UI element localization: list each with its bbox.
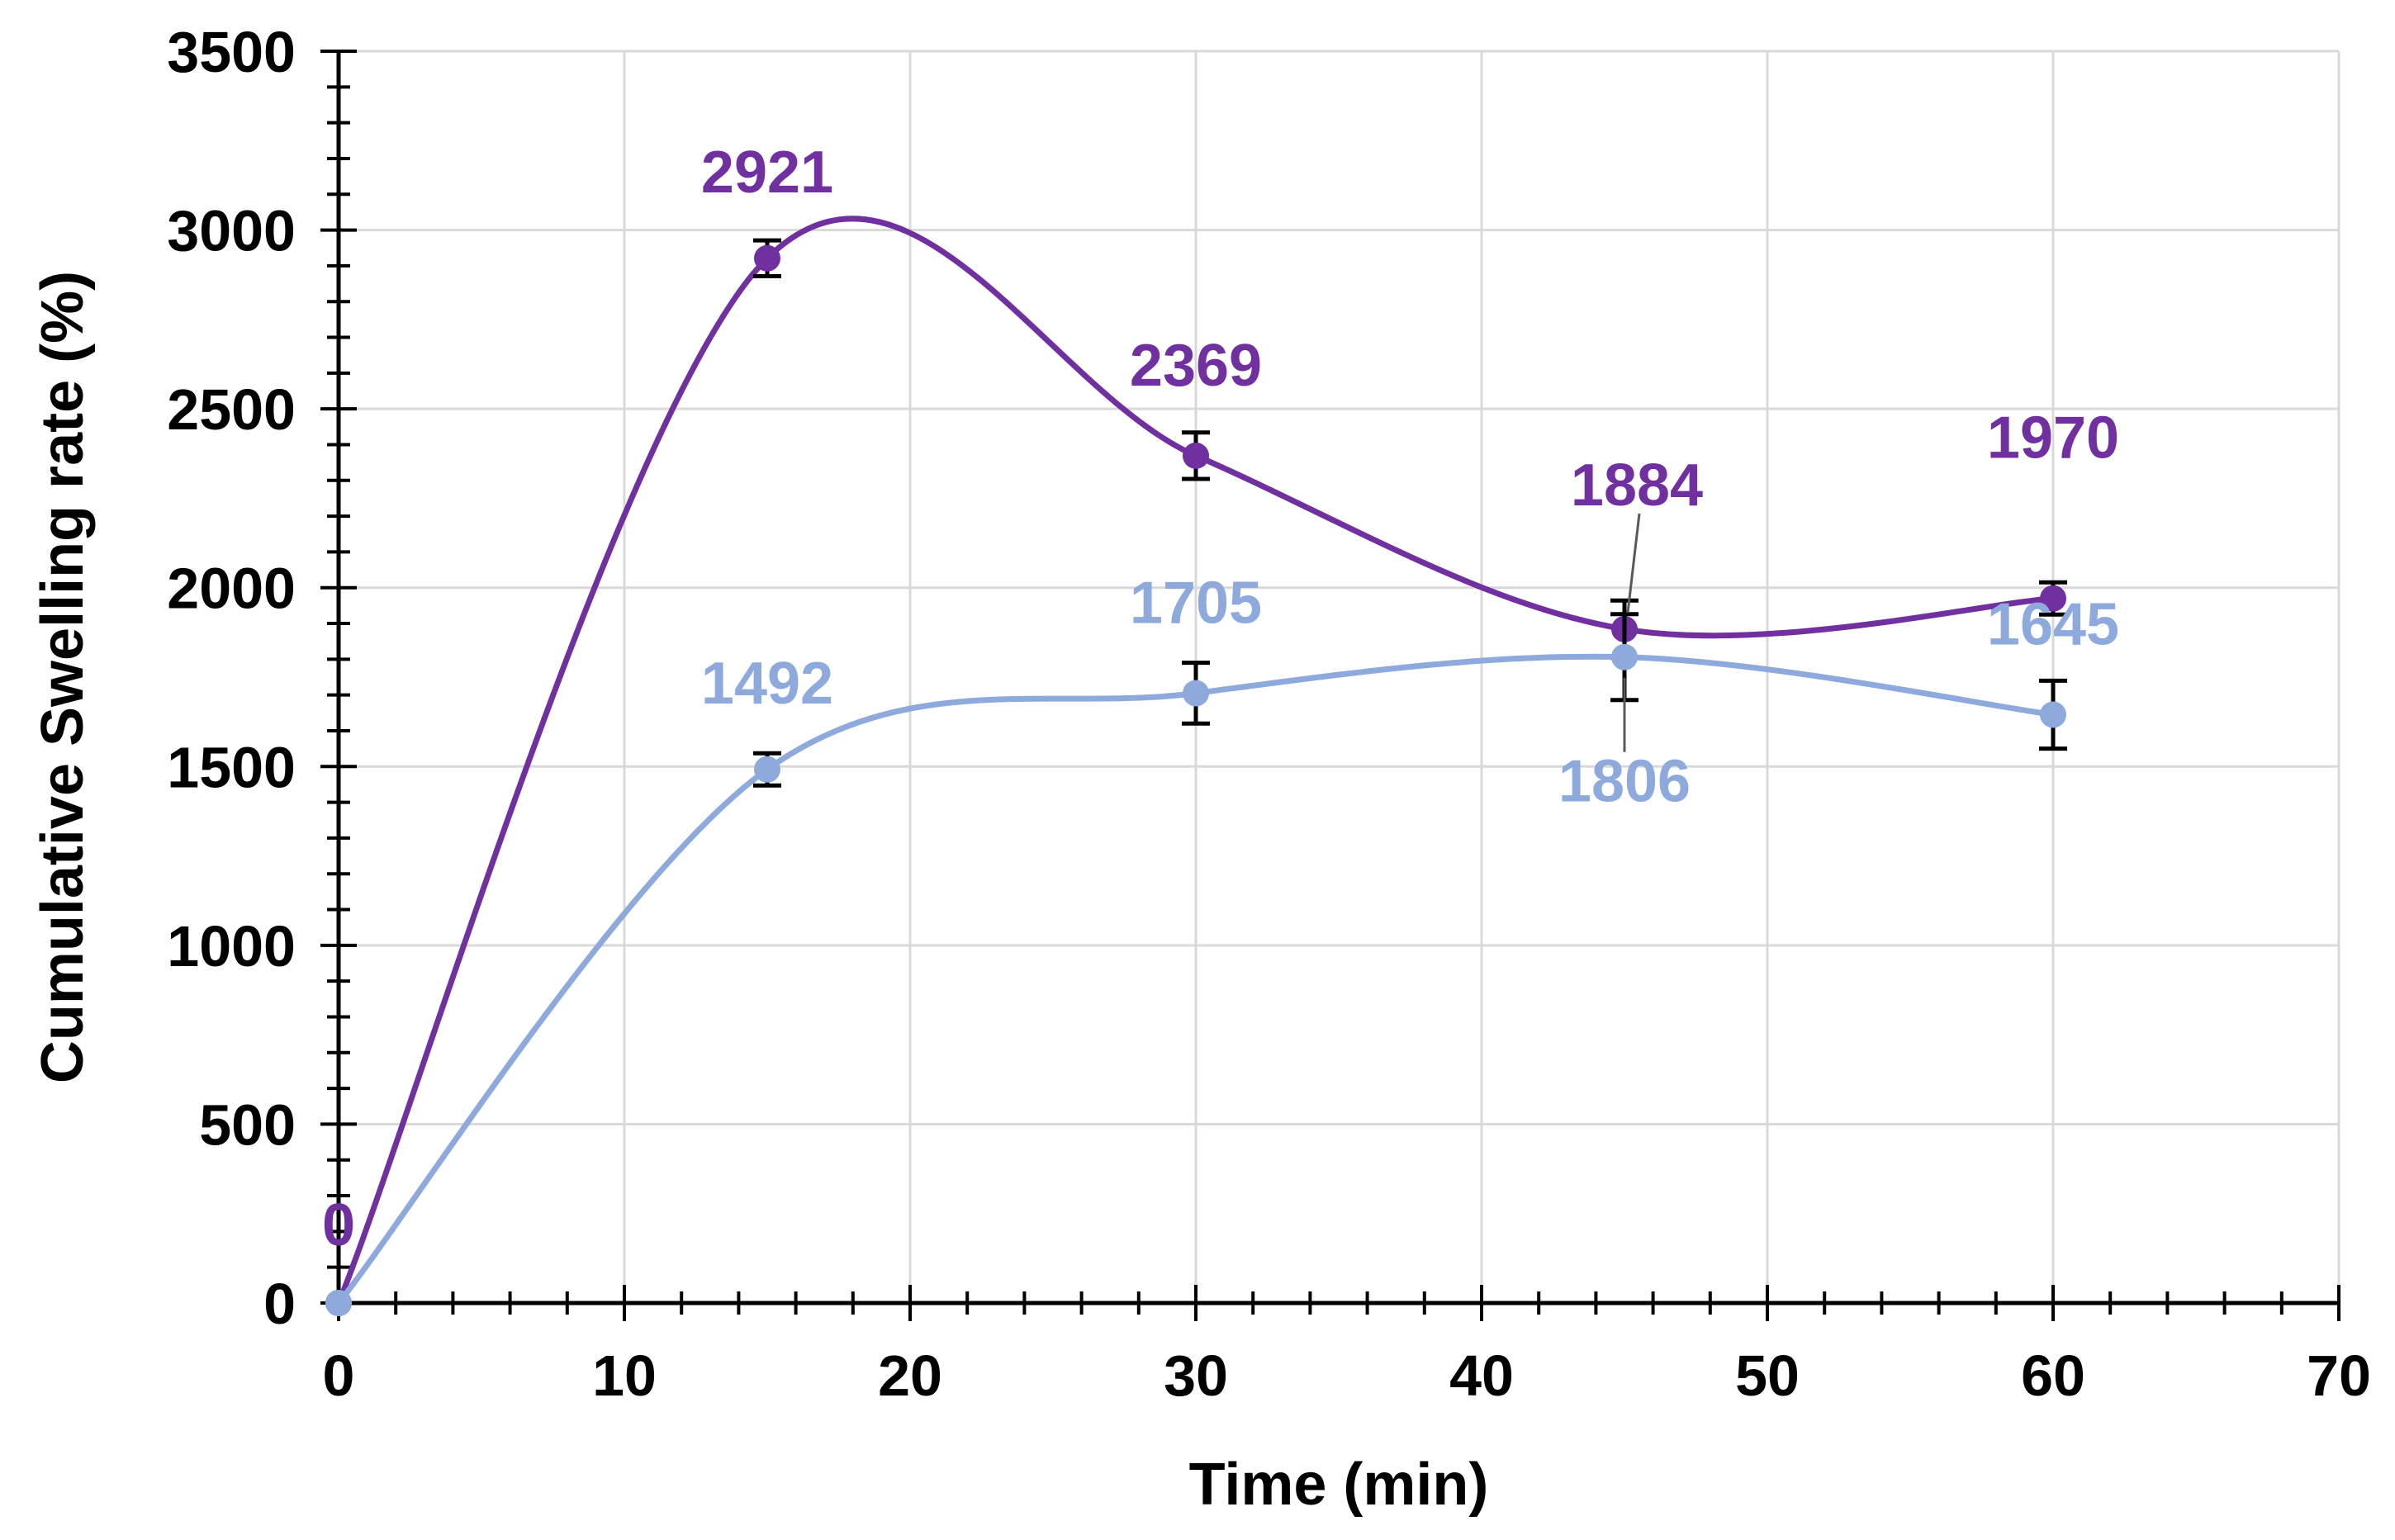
series-2 bbox=[325, 612, 2067, 1316]
data-label: 1806 bbox=[1558, 749, 1691, 815]
series bbox=[325, 216, 2067, 1316]
data-point bbox=[1183, 442, 1209, 469]
data-label: 1492 bbox=[701, 651, 833, 717]
data-point bbox=[2040, 701, 2066, 728]
y-tick-label: 1500 bbox=[167, 735, 296, 799]
data-point bbox=[325, 1290, 352, 1316]
data-label: 1705 bbox=[1130, 570, 1262, 636]
data-labels: 0 2921 2369 1884 1970 1492 1705 1806 1645 bbox=[322, 140, 2119, 1258]
series-line bbox=[336, 653, 2054, 1305]
x-tick-label: 20 bbox=[878, 1343, 942, 1408]
series-line bbox=[335, 216, 2054, 1305]
data-label: 0 bbox=[322, 1192, 355, 1258]
x-tick-label: 10 bbox=[592, 1343, 657, 1408]
data-label: 1970 bbox=[1987, 405, 2119, 471]
leader-line bbox=[1626, 513, 1641, 614]
grid bbox=[339, 50, 2340, 1303]
x-tick-label: 0 bbox=[323, 1343, 355, 1408]
y-tick-label: 500 bbox=[199, 1092, 296, 1157]
x-tick-label: 50 bbox=[1735, 1343, 1800, 1408]
x-tick-label: 30 bbox=[1164, 1343, 1228, 1408]
y-axis-title: Cumulative Swelling rate (%) bbox=[30, 271, 96, 1083]
data-label: 1884 bbox=[1571, 453, 1703, 519]
x-tick-label: 60 bbox=[2021, 1343, 2085, 1408]
data-label: 2921 bbox=[701, 140, 833, 206]
y-tick-label: 2000 bbox=[167, 557, 296, 621]
y-tick-label: 2500 bbox=[167, 377, 296, 442]
data-label: 2369 bbox=[1130, 333, 1262, 399]
data-point bbox=[754, 244, 780, 272]
y-tick-label: 0 bbox=[263, 1272, 296, 1336]
data-point bbox=[2040, 585, 2066, 612]
y-tick-label: 3000 bbox=[167, 199, 296, 263]
x-axis-title: Time (min) bbox=[1189, 1452, 1489, 1518]
data-point bbox=[754, 756, 780, 783]
y-tick-label: 1000 bbox=[167, 914, 296, 978]
data-label: 1645 bbox=[1987, 591, 2119, 657]
axes: 0 500 1000 1500 2000 2500 3000 3500 0 10 20 30 40 50 6… bbox=[167, 20, 2371, 1408]
data-point bbox=[1611, 643, 1638, 670]
x-tick-label: 70 bbox=[2307, 1343, 2371, 1408]
data-point bbox=[1183, 680, 1209, 707]
y-tick-label: 3500 bbox=[167, 20, 296, 84]
x-tick-label: 40 bbox=[1449, 1343, 1514, 1408]
